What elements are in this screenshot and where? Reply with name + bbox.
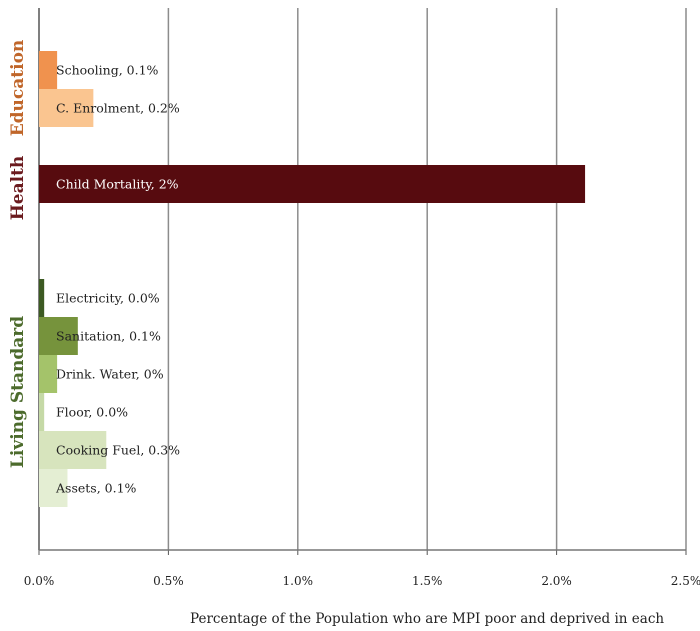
- bar: [39, 317, 78, 355]
- x-tick-label: 2.5%: [671, 574, 700, 588]
- bar-label: C. Enrolment, 0.2%: [56, 101, 180, 116]
- bar-label: Schooling, 0.1%: [56, 63, 159, 78]
- bar-label: Cooking Fuel, 0.3%: [56, 443, 180, 458]
- bar: [39, 279, 45, 317]
- x-tick-label: 0.5%: [153, 574, 184, 588]
- x-tick-label: 1.0%: [283, 574, 314, 588]
- group-label: Health: [8, 156, 28, 221]
- bar: [39, 355, 58, 393]
- group-label: Living Standard: [8, 316, 28, 468]
- x-axis: 0.0% 0.5% 1.0% 1.5% 2.0% 2.5%: [24, 549, 700, 588]
- bar: [39, 431, 107, 469]
- bar: [39, 393, 45, 431]
- group-label: Education: [8, 40, 28, 137]
- bar: [39, 51, 58, 89]
- bar-label: Sanitation, 0.1%: [56, 329, 161, 344]
- x-axis-title: Percentage of the Population who are MPI…: [190, 611, 664, 627]
- grid: [38, 8, 687, 550]
- group-labels: Education Health Living Standard: [8, 40, 28, 468]
- bars: Schooling, 0.1% C. Enrolment, 0.2% Child M…: [39, 51, 586, 507]
- bar: [39, 165, 586, 203]
- bar-label: Drink. Water, 0%: [56, 367, 164, 382]
- bar-label: Assets, 0.1%: [55, 481, 137, 496]
- x-tick-label: 1.5%: [412, 574, 443, 588]
- bar-label: Floor, 0.0%: [56, 405, 128, 420]
- bar: [39, 89, 94, 127]
- bar-label: Electricity, 0.0%: [56, 291, 160, 306]
- bar: [39, 469, 68, 507]
- bar-label: Child Mortality, 2%: [56, 177, 179, 192]
- x-tick-label: 0.0%: [24, 574, 55, 588]
- x-tick-label: 2.0%: [541, 574, 572, 588]
